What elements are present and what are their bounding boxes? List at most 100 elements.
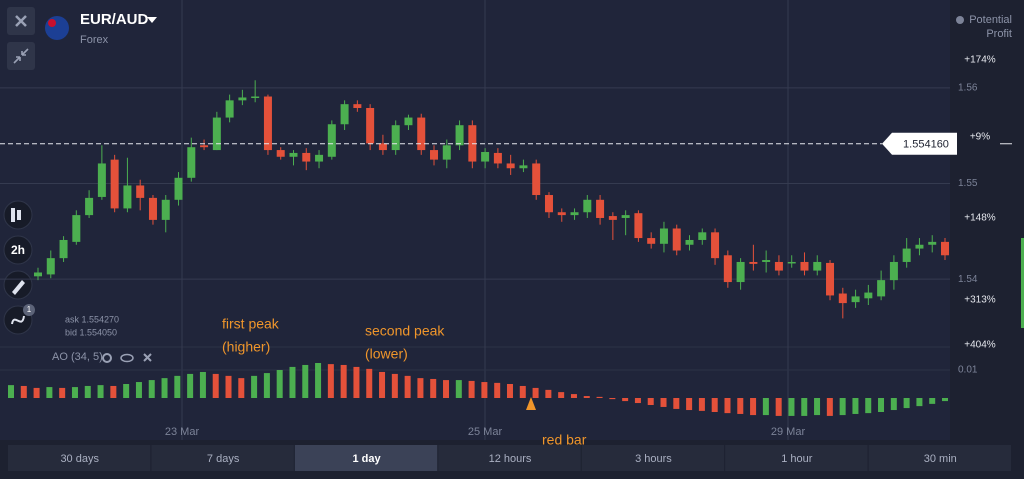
ao-bar — [724, 398, 731, 414]
candle-body — [915, 244, 924, 249]
candle-body — [813, 261, 822, 271]
candle-body — [583, 199, 592, 213]
ao-bar — [161, 378, 168, 398]
candle-body — [353, 104, 362, 108]
ao-tick-label: 0.01 — [958, 365, 978, 376]
x-tick-label: 29 Mar — [771, 426, 806, 438]
dropdown-caret[interactable] — [147, 17, 157, 23]
annotation-arrow — [526, 397, 536, 410]
indicator-badge-count: 1 — [27, 305, 32, 314]
candle-body — [340, 104, 349, 125]
ao-bar — [865, 398, 872, 414]
y-tick-label: 1.54 — [958, 274, 978, 285]
candle-body — [430, 150, 439, 160]
candle-body — [46, 258, 55, 275]
ao-bar — [289, 366, 296, 398]
candle-body — [148, 197, 157, 220]
tab[interactable] — [8, 445, 151, 471]
candle-body — [123, 185, 132, 209]
candle-body — [97, 163, 106, 197]
ao-bar — [404, 375, 411, 398]
candle-body — [570, 212, 579, 216]
ao-bar — [276, 370, 283, 398]
close-icon — [15, 15, 27, 27]
ao-bar — [340, 364, 347, 398]
tab[interactable] — [581, 445, 725, 471]
candle-body — [417, 117, 426, 151]
asset-symbol[interactable]: EUR/AUD — [80, 11, 149, 28]
ao-bar — [148, 380, 155, 398]
ao-bar — [622, 398, 629, 402]
annotation: first peak — [222, 316, 280, 332]
ao-bar — [634, 398, 641, 404]
potential-profit-label: Potential Profit — [969, 14, 1012, 40]
candle-body — [212, 117, 221, 151]
ao-bar — [238, 378, 245, 398]
tab[interactable] — [294, 445, 438, 471]
ao-bar — [251, 375, 258, 398]
tab-label[interactable]: 1 day — [353, 453, 382, 465]
annotation: second peak — [365, 323, 445, 339]
visibility-icon[interactable] — [120, 353, 134, 363]
ao-bar — [327, 364, 334, 398]
ao-bar — [353, 366, 360, 398]
ao-bar — [59, 387, 66, 398]
ao-bar — [545, 389, 552, 398]
chart-area — [0, 0, 950, 440]
indicator-title: AO (34, 5) — [52, 351, 103, 363]
candle-body — [851, 296, 860, 303]
candle-body — [800, 261, 809, 271]
ao-bar — [878, 398, 885, 412]
tab-label[interactable]: 1 hour — [781, 453, 813, 465]
annotation: (higher) — [222, 339, 270, 355]
candle-body — [85, 197, 94, 216]
timeframe-label: 2h — [11, 243, 25, 257]
ao-bar — [494, 382, 501, 398]
candle-body — [634, 213, 643, 239]
ao-bar — [8, 385, 14, 398]
x-tick-label: 23 Mar — [165, 426, 200, 438]
collapse-button[interactable] — [7, 42, 35, 70]
ao-bar — [46, 387, 53, 398]
remove-icon[interactable] — [143, 353, 152, 362]
tab[interactable] — [151, 445, 294, 471]
tab[interactable] — [725, 445, 868, 471]
tab-label[interactable]: 12 hours — [489, 453, 532, 465]
ao-bar — [673, 398, 680, 409]
ao-bar — [788, 398, 795, 416]
tab[interactable] — [438, 445, 581, 471]
candle-body — [481, 151, 490, 162]
ao-bar — [775, 398, 782, 416]
tab-label[interactable]: 30 min — [924, 453, 957, 465]
tab[interactable] — [868, 445, 1011, 471]
ao-bar — [570, 394, 577, 398]
ao-bar — [660, 398, 667, 407]
ao-bar — [532, 387, 539, 398]
tab-label[interactable]: 7 days — [207, 453, 240, 465]
settings-icon[interactable] — [102, 353, 112, 363]
candle-body — [519, 165, 528, 169]
profit-level: +148% — [964, 213, 996, 224]
candle-body — [327, 124, 336, 157]
profit-level: +404% — [964, 340, 996, 351]
tab-label[interactable]: 3 hours — [635, 453, 672, 465]
candle-body — [749, 261, 758, 264]
candle-body — [225, 100, 234, 118]
candle-body — [251, 96, 260, 99]
ao-bar — [468, 380, 475, 398]
timeframe-button[interactable] — [3, 235, 33, 265]
tab-label[interactable]: 30 days — [60, 453, 99, 465]
ao-bar — [929, 398, 936, 404]
candle-body — [723, 255, 732, 283]
ao-bar — [110, 385, 117, 398]
ao-bar — [852, 398, 859, 414]
ao-bar — [443, 380, 450, 398]
ao-bar — [379, 371, 386, 398]
candle-body — [659, 228, 668, 244]
candle-body — [532, 163, 541, 196]
candle-body — [302, 152, 311, 162]
ao-bar — [903, 398, 910, 409]
help-icon[interactable] — [956, 16, 964, 24]
